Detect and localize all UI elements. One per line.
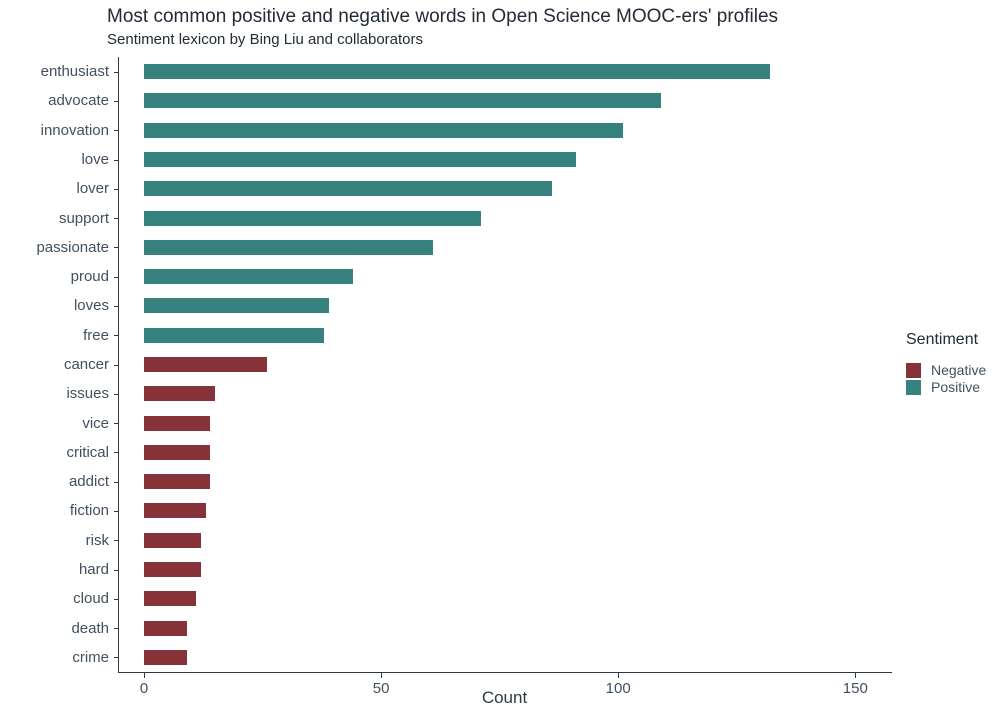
bar-addict xyxy=(144,474,211,490)
bar-death xyxy=(144,620,187,636)
y-axis-tick xyxy=(114,335,119,336)
bar-hard xyxy=(144,562,201,577)
y-axis-tick xyxy=(114,247,119,248)
x-axis-tick xyxy=(381,673,383,678)
bar-proud xyxy=(144,269,353,285)
x-axis-tick-label: 0 xyxy=(139,680,149,697)
y-axis-tick xyxy=(114,599,119,600)
y-axis-label: lover xyxy=(76,180,109,198)
bar-cancer xyxy=(144,357,268,372)
y-axis-tick xyxy=(114,482,119,483)
y-axis-label: passionate xyxy=(36,238,109,256)
y-axis-tick xyxy=(114,628,119,629)
y-axis-label: advocate xyxy=(48,92,109,110)
y-axis-label: proud xyxy=(70,268,109,286)
bar-advocate xyxy=(144,93,661,109)
plot-panel: enthusiast advocate innovation love lover sup… xyxy=(36,57,892,697)
y-axis-label: critical xyxy=(66,443,109,461)
bar-passionate xyxy=(144,239,434,255)
y-axis-label: fiction xyxy=(69,502,109,520)
bar-love xyxy=(144,152,576,167)
bar-issues xyxy=(144,386,216,402)
y-axis-tick xyxy=(114,130,119,131)
chart-title: Most common positive and negative words … xyxy=(107,6,779,27)
bar-risk xyxy=(144,532,201,548)
y-axis-tick xyxy=(114,540,119,541)
y-axis-tick xyxy=(114,452,119,453)
y-axis-tick xyxy=(114,657,119,658)
y-axis-tick xyxy=(114,570,119,571)
chart-subtitle: Sentiment lexicon by Bing Liu and collab… xyxy=(107,31,424,48)
x-axis-tick xyxy=(855,673,857,678)
y-axis-label: loves xyxy=(73,297,109,315)
y-axis-tick xyxy=(114,423,119,424)
x-axis-tick xyxy=(144,673,145,678)
y-axis-label: death xyxy=(71,619,109,637)
legend-label-negative: Negative xyxy=(931,362,987,378)
bar-critical xyxy=(144,444,211,460)
y-axis-label: love xyxy=(81,151,109,168)
y-axis-tick xyxy=(114,72,119,73)
x-axis-tick-label: 100 xyxy=(605,680,631,697)
bar-vice xyxy=(144,415,211,431)
legend-entry-positive: Positive xyxy=(906,379,1006,395)
y-axis-label: cancer xyxy=(63,356,109,373)
bar-enthusiast xyxy=(144,64,770,80)
y-axis-label: support xyxy=(58,209,109,227)
y-axis-tick xyxy=(114,101,119,102)
x-axis-title: Count xyxy=(481,688,528,707)
y-axis-tick xyxy=(114,218,119,219)
bar-support xyxy=(144,210,481,226)
negative-swatch xyxy=(906,362,921,378)
bar-free xyxy=(144,327,325,343)
y-axis-tick xyxy=(114,511,119,512)
bar-crime xyxy=(144,649,187,665)
y-axis-label: innovation xyxy=(40,121,109,139)
legend-title: Sentiment xyxy=(906,331,979,348)
y-axis-tick xyxy=(114,277,119,278)
legend-label-positive: Positive xyxy=(931,379,981,395)
y-axis-label: addict xyxy=(68,473,109,491)
x-axis-tick xyxy=(618,673,620,678)
y-axis-label: cloud xyxy=(73,590,109,608)
y-axis-label: vice xyxy=(82,414,109,432)
y-axis-tick xyxy=(114,394,119,395)
y-axis-label: issues xyxy=(66,385,109,403)
positive-swatch xyxy=(906,379,921,395)
bar-cloud xyxy=(144,591,197,607)
y-axis-label: enthusiast xyxy=(40,63,109,81)
y-axis-label: risk xyxy=(85,531,109,549)
x-axis-tick-label: 50 xyxy=(372,680,390,697)
legend: Sentiment Negative Positive xyxy=(906,331,1006,396)
legend-entry-negative: Negative xyxy=(906,362,1006,378)
bar-loves xyxy=(144,298,329,314)
y-axis-label: hard xyxy=(78,561,109,578)
y-axis-tick xyxy=(114,306,119,307)
y-axis-tick xyxy=(114,160,119,161)
bar-fiction xyxy=(144,503,206,519)
y-axis-tick xyxy=(114,365,119,366)
y-axis-label: free xyxy=(83,326,109,344)
y-axis-tick xyxy=(114,189,119,190)
x-axis-tick-label: 150 xyxy=(842,680,868,697)
bar-lover xyxy=(144,181,552,197)
bar-innovation xyxy=(144,122,623,138)
y-axis-label: crime xyxy=(72,648,109,666)
